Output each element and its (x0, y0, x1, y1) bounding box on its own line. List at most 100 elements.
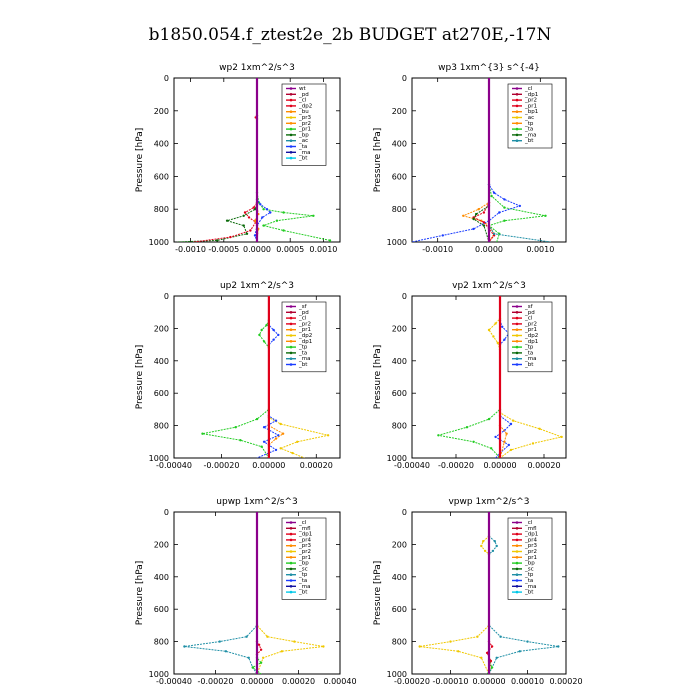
legend-marker (515, 363, 519, 366)
data-point (480, 544, 483, 548)
series-line-dp1 (202, 296, 270, 458)
data-point (262, 208, 265, 211)
data-point (457, 650, 460, 653)
series-line-dp1 (472, 78, 495, 242)
legend-label: _sc (524, 566, 534, 572)
data-point (490, 194, 493, 198)
x-tick-label: 0.00020 (300, 461, 333, 470)
data-point (225, 219, 229, 222)
data-point (487, 417, 491, 421)
legend-label: _ta (298, 350, 307, 356)
y-tick-label: 200 (392, 107, 407, 116)
legend-label: _bt (298, 590, 308, 596)
legend-marker (289, 579, 293, 582)
y-axis-label: Pressure [hPa] (135, 561, 145, 626)
legend-marker (289, 127, 293, 131)
data-point (277, 434, 280, 437)
data-point (253, 208, 257, 211)
legend-label: _cl (524, 86, 533, 92)
data-point (257, 643, 261, 646)
legend-label: _ma (298, 150, 310, 156)
y-axis-label: Pressure [hPa] (373, 128, 383, 193)
data-point (183, 645, 186, 648)
y-tick-label: 1000 (149, 238, 169, 247)
legend-label: _dp2 (298, 333, 312, 339)
x-tick-label: 0.0005 (276, 245, 304, 254)
x-tick-label: 0.00000 (252, 461, 285, 470)
legend-marker (289, 122, 293, 125)
series-group (437, 296, 564, 458)
y-tick-label: 0 (164, 292, 169, 301)
legend-marker (515, 93, 519, 96)
data-point (493, 540, 496, 543)
x-tick-label: 0.0010 (309, 245, 337, 254)
series-group (201, 296, 330, 458)
data-point (465, 426, 469, 429)
legend-marker (515, 561, 519, 565)
panel-5: vpwp 1xm^2/s^3 0 200 400 600 800 1000-0.00020-… (373, 497, 583, 686)
legend-label: _tp (524, 572, 534, 578)
y-tick-label: 1000 (387, 454, 407, 463)
legend-marker (289, 345, 293, 349)
legend-label: _tp (524, 121, 534, 127)
legend-label: _ma (298, 356, 310, 362)
y-tick-label: 600 (154, 389, 169, 398)
legend-label: _ta (524, 578, 533, 584)
legend-marker (289, 133, 293, 137)
data-point (251, 666, 254, 669)
x-tick-label: 0.00000 (240, 677, 273, 686)
series-line-pr2 (256, 512, 324, 674)
legend-marker (289, 151, 293, 154)
data-point (487, 328, 491, 332)
legend-label: _dp1 (298, 532, 312, 538)
data-point (326, 434, 330, 437)
y-axis-label: Pressure [hPa] (135, 345, 145, 410)
data-point (491, 549, 495, 553)
y-tick-label: 600 (154, 172, 169, 181)
legend-marker (515, 110, 519, 113)
panel-0: wp2 1xm^2/s^3 0 200 400 600 800 1000 -0.0010 -0.… (135, 63, 341, 254)
data-point (462, 214, 465, 217)
x-tick-label: -0.00040 (156, 677, 192, 686)
data-point (499, 635, 502, 638)
panel-title: wp3 1xm^{3} s^{-4} (438, 63, 540, 73)
legend-marker (289, 305, 293, 308)
panel-1: wp3 1xm^{3} s^{-4} 0 200 400 600 800 1000 -0.00… (373, 63, 567, 254)
legend-label: _dp1 (524, 532, 538, 538)
y-tick-label: 200 (154, 107, 169, 116)
legend-marker (515, 357, 519, 361)
legend-label: _pr2 (524, 98, 537, 104)
x-tick-label: 0.00000 (483, 461, 516, 470)
data-point (441, 234, 444, 237)
data-point (494, 435, 497, 439)
data-point (472, 440, 475, 443)
legend-marker (515, 87, 519, 90)
x-tick-label: -0.00040 (156, 461, 192, 470)
series-line-pr2 (488, 296, 564, 458)
y-tick-label: 600 (392, 172, 407, 181)
legend-label: _pr1 (524, 103, 537, 109)
legend-label: _pd (524, 310, 535, 316)
data-point (280, 650, 284, 653)
y-tick-label: 400 (154, 140, 169, 149)
series-group (418, 512, 560, 674)
series-group (412, 78, 551, 242)
legend-label: _cl (298, 316, 307, 322)
legend-marker (515, 328, 519, 332)
legend-box (281, 301, 327, 373)
x-tick-label: 0.0000 (475, 245, 503, 254)
legend-marker (289, 357, 293, 361)
legend-marker (515, 139, 519, 142)
data-point (216, 239, 219, 242)
series-line-dp2 (193, 78, 258, 242)
data-point (538, 427, 541, 430)
data-point (239, 439, 242, 442)
y-tick-label: 400 (154, 573, 169, 582)
legend-label: _ta (298, 578, 307, 584)
y-tick-label: 600 (154, 605, 169, 614)
data-point (275, 219, 279, 222)
legend-label: _bp1 (524, 109, 538, 115)
legend-marker (515, 351, 519, 355)
data-point (472, 217, 475, 221)
